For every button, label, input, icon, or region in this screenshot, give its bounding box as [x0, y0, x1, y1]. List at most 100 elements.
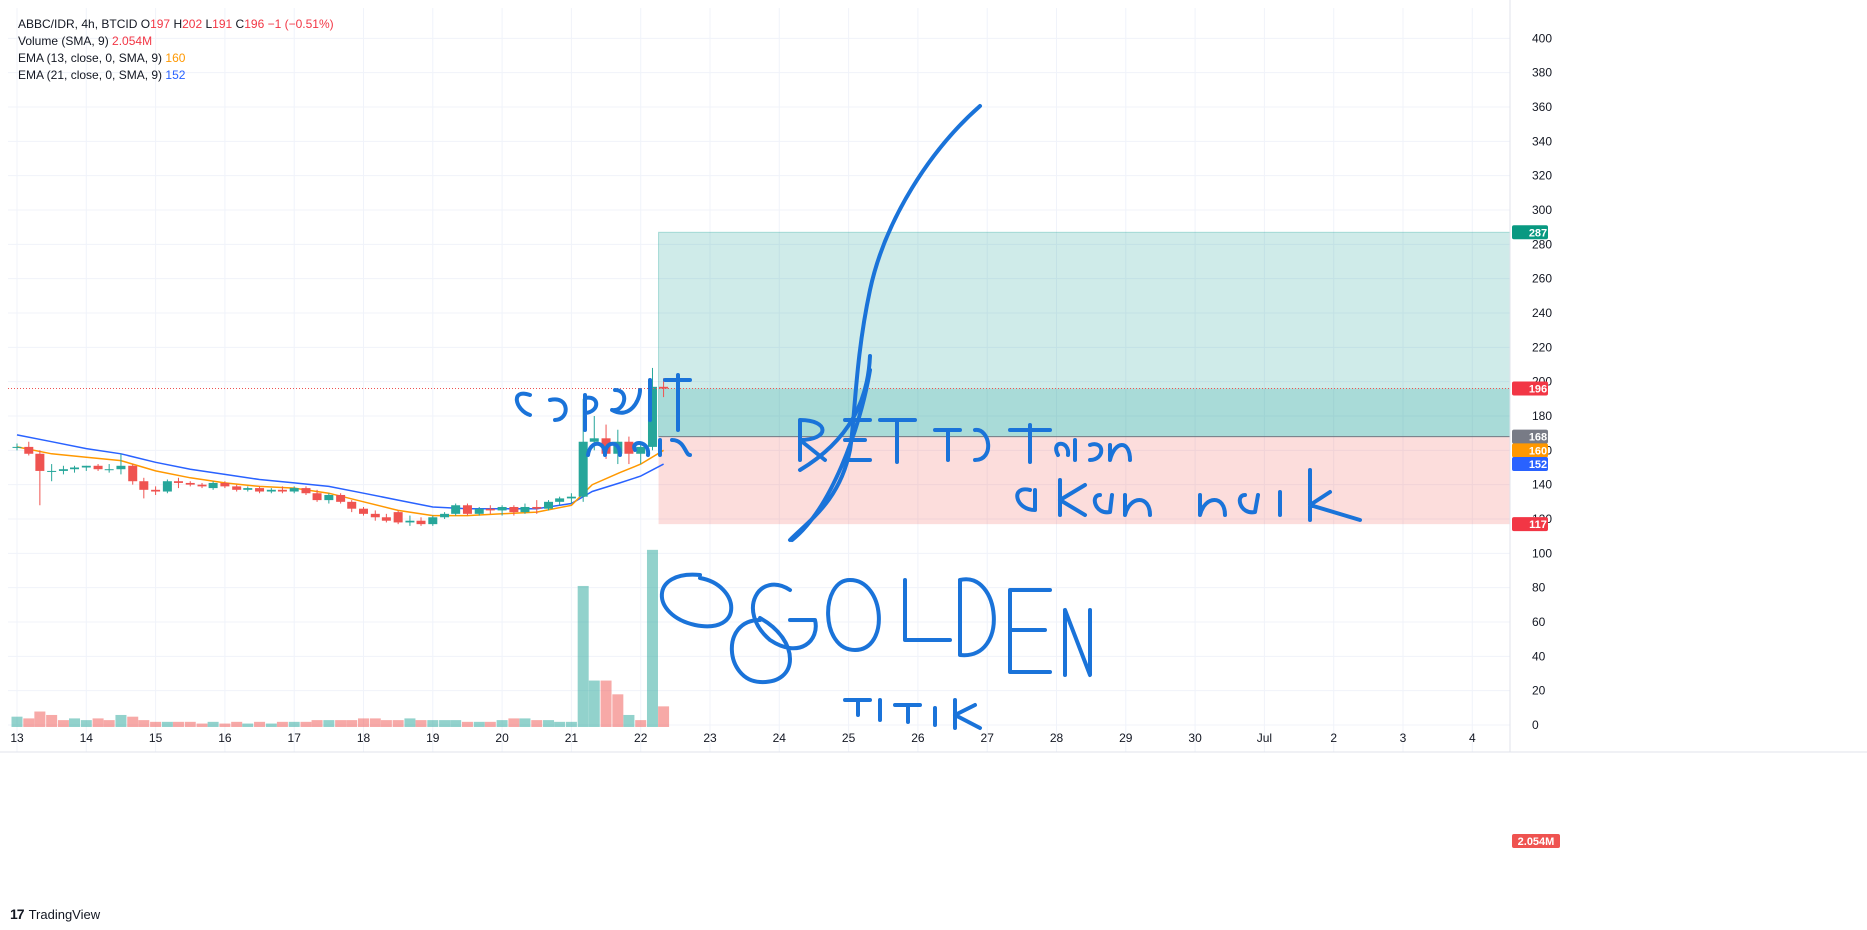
- volume-bar: [508, 718, 520, 727]
- candle-body: [324, 494, 334, 501]
- legend-ema13-row[interactable]: EMA (13, close, 0, SMA, 9) 160: [18, 50, 334, 67]
- volume-bar: [646, 549, 658, 727]
- price-tag-bg: [1512, 457, 1548, 472]
- loss-zone: [658, 436, 1510, 525]
- candle-body: [208, 482, 218, 489]
- price-tick-label: 400: [1532, 31, 1552, 45]
- candle-body: [312, 493, 322, 501]
- time-tick-label: 18: [357, 731, 371, 745]
- long-position-tool[interactable]: [658, 231, 1511, 525]
- volume-bar: [103, 720, 115, 727]
- price-tick-label: 220: [1532, 340, 1552, 354]
- candle-body: [474, 508, 484, 514]
- legend-ema21-row[interactable]: EMA (21, close, 0, SMA, 9) 152: [18, 67, 334, 84]
- time-tick-label: 13: [10, 731, 24, 745]
- candle-body: [70, 467, 80, 470]
- time-tick-label: 29: [1119, 731, 1133, 745]
- candle-body: [393, 512, 403, 523]
- word-mahnet: [586, 438, 692, 457]
- candle-body: [220, 482, 230, 487]
- price-tag-label: 196: [1529, 384, 1547, 396]
- legend-volume-row[interactable]: Volume (SMA, 9) 2.054M: [18, 33, 334, 50]
- candle-body: [232, 486, 242, 490]
- volume-bar: [623, 714, 635, 727]
- candle-body: [243, 488, 253, 490]
- price-tick-label: 380: [1532, 66, 1552, 80]
- price-tick-label: 340: [1532, 134, 1552, 148]
- volume-label: Volume (SMA, 9): [18, 34, 109, 48]
- candle-body: [659, 386, 669, 389]
- low-value: 191: [212, 17, 233, 31]
- time-axis[interactable]: 13 14 15 16 17 18 19 20 21 22 23 24 25 26 27 28 29 30 Jul 2…: [0, 731, 1867, 753]
- word-retest: [798, 418, 917, 464]
- price-tick-label: 60: [1532, 615, 1546, 629]
- volume-bar: [404, 718, 416, 727]
- candle-body: [532, 506, 542, 509]
- candle-body: [139, 481, 149, 490]
- ema13-label: EMA (13, close, 0, SMA, 9): [18, 51, 163, 65]
- time-tick-label: 28: [1050, 731, 1064, 745]
- word-dan: [1054, 438, 1132, 462]
- candle-body: [544, 501, 554, 509]
- word-test: [933, 423, 1052, 464]
- candle-body: [636, 446, 646, 454]
- time-tick-label: 21: [565, 731, 579, 745]
- volume-tag-bg: [1512, 834, 1560, 848]
- candle-body: [578, 441, 588, 497]
- price-axis[interactable]: 0204060801001201401601802002202402602803…: [1509, 0, 1552, 752]
- candle-body: [162, 481, 172, 492]
- volume-bar: [427, 720, 439, 727]
- candle-body: [440, 513, 450, 518]
- high-value: 202: [182, 17, 203, 31]
- volume-bars: [11, 549, 670, 727]
- price-tick-label: 80: [1532, 581, 1546, 595]
- candle-body: [451, 505, 461, 514]
- price-tick-label: 20: [1532, 684, 1546, 698]
- close-value: 196: [244, 17, 265, 31]
- volume-bar: [323, 720, 335, 727]
- volume-bar: [531, 720, 543, 727]
- candle-body: [47, 470, 57, 472]
- candle-body: [197, 484, 207, 487]
- volume-bar: [138, 720, 150, 727]
- time-tick-label: 16: [218, 731, 232, 745]
- candle-body: [381, 517, 391, 521]
- volume-bar: [57, 720, 69, 727]
- volume-bar: [23, 718, 35, 727]
- candle-body: [58, 469, 68, 471]
- time-tick-label: 20: [495, 731, 509, 745]
- change-value: −1 (−0.51%): [267, 17, 334, 31]
- volume-bar: [115, 714, 127, 727]
- time-tick-label: 30: [1188, 731, 1202, 745]
- time-tick-label: 14: [80, 731, 94, 745]
- symbol-title[interactable]: ABBC/IDR, 4h, BTCID: [18, 17, 138, 31]
- candle-body: [566, 496, 576, 499]
- price-tick-label: 240: [1532, 306, 1552, 320]
- legend-symbol-row: ABBC/IDR, 4h, BTCID O197 H202 L191 C196 …: [18, 16, 334, 33]
- price-tick-label: 260: [1532, 272, 1552, 286]
- volume-bar: [11, 716, 23, 727]
- volume-bar: [565, 721, 577, 727]
- volume-bar: [369, 718, 381, 727]
- low-label: L: [205, 17, 213, 31]
- filled-profit-zone: [658, 388, 1510, 437]
- candle-body: [336, 494, 346, 502]
- volume-bar: [231, 721, 243, 727]
- ema21-value: 152: [165, 68, 186, 82]
- handwritten-annotations: [514, 104, 1362, 730]
- volume-bar: [254, 721, 266, 727]
- tradingview-brand[interactable]: 17 TradingView: [10, 906, 100, 922]
- volume-value: 2.054M: [112, 34, 153, 48]
- candle-body: [347, 501, 357, 509]
- tradingview-logo-icon: 17: [10, 906, 25, 922]
- volume-bar: [554, 721, 566, 727]
- volume-bar: [415, 720, 427, 727]
- price-tick-label: 320: [1532, 169, 1552, 183]
- volume-bar: [450, 720, 462, 727]
- word-titik: [843, 698, 982, 730]
- ema13-line: [16, 446, 664, 517]
- grid-lines: [8, 8, 1510, 752]
- volume-bar: [311, 720, 323, 727]
- candle-body: [462, 505, 472, 514]
